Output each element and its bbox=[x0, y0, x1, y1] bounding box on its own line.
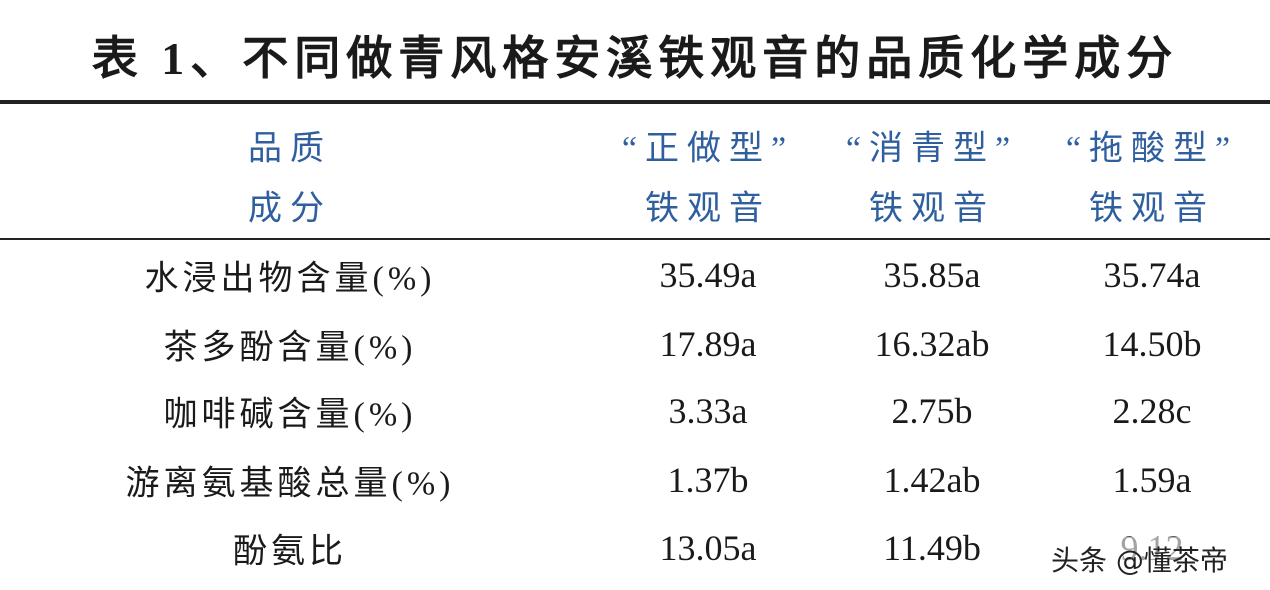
header-cell: “正做型” bbox=[621, 130, 795, 168]
header-cell: 品质 bbox=[248, 130, 332, 168]
cell-value: 11.49b bbox=[883, 528, 981, 568]
header-cell: 铁观音 bbox=[869, 190, 995, 228]
cell-value: 1.37b bbox=[667, 460, 749, 500]
row-label: 水浸出物含量(%) bbox=[144, 260, 436, 298]
cell-value: 35.49a bbox=[659, 255, 757, 295]
cell-value: 14.50b bbox=[1102, 324, 1202, 364]
row-label: 酚氨比 bbox=[233, 533, 347, 571]
cell-value: 35.85a bbox=[883, 255, 981, 295]
cell-value: 2.28c bbox=[1112, 391, 1192, 431]
cell-value: 17.89a bbox=[659, 324, 757, 364]
cell-value: 1.59a bbox=[1112, 460, 1192, 500]
cell-value: 35.74a bbox=[1103, 255, 1201, 295]
header-cell: “消青型” bbox=[845, 130, 1019, 168]
cell-value: 1.42ab bbox=[883, 460, 981, 500]
row-label: 游离氨基酸总量(%) bbox=[125, 465, 455, 503]
cell-value: 16.32ab bbox=[874, 324, 990, 364]
header-rule bbox=[0, 238, 1270, 240]
header-cell: 铁观音 bbox=[645, 190, 771, 228]
row-label: 茶多酚含量(%) bbox=[163, 329, 417, 367]
header-cell: “拖酸型” bbox=[1065, 130, 1239, 168]
cell-value: 3.33a bbox=[668, 391, 748, 431]
watermark: 头条 @懂茶帝 bbox=[1045, 537, 1234, 581]
header-cell: 铁观音 bbox=[1089, 190, 1215, 228]
cell-value: 13.05a bbox=[659, 528, 757, 568]
table-title: 表 1、不同做青风格安溪铁观音的品质化学成分 bbox=[91, 33, 1179, 84]
cell-value: 2.75b bbox=[891, 391, 973, 431]
top-rule bbox=[0, 100, 1270, 104]
header-cell: 成分 bbox=[248, 190, 332, 228]
row-label: 咖啡碱含量(%) bbox=[163, 396, 417, 434]
